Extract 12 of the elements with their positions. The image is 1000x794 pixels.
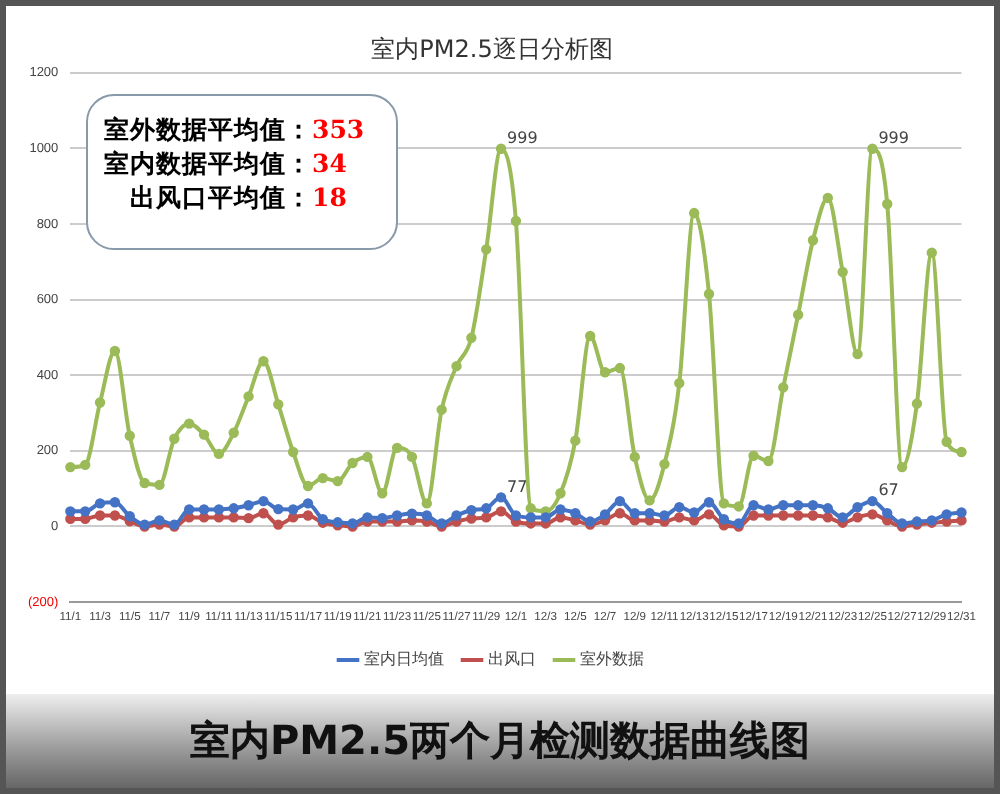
data-label: 77 xyxy=(507,477,528,496)
data-label: 999 xyxy=(507,128,538,147)
annotation: 出风口平均值：18 xyxy=(128,180,349,214)
legend-label: 室内日均值 xyxy=(364,650,444,669)
annotation: 室内数据平均值：34 xyxy=(102,146,349,180)
text: 室内PM2.5两个月检测数据曲线图 xyxy=(6,694,994,788)
data-label: 999 xyxy=(878,128,909,147)
data-label: 67 xyxy=(878,481,899,500)
chart-title: 室内PM2.5逐日分析图 xyxy=(371,34,613,63)
annotation: 室外数据平均值：353 xyxy=(102,112,367,146)
legend-label: 出风口 xyxy=(488,650,536,669)
legend-label: 室外数据 xyxy=(580,650,644,669)
